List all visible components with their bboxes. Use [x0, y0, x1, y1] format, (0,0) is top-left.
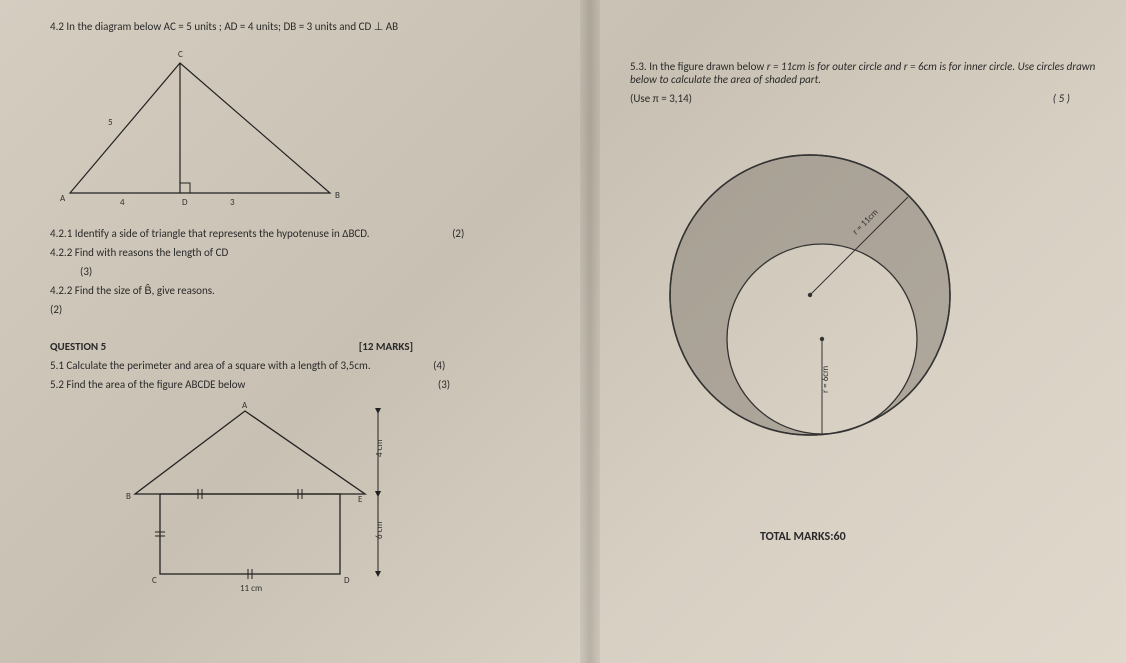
q421-text: 4.2.1 Identify a side of triangle that r… — [50, 227, 370, 240]
q53-text: 5.3. In the figure drawn below r = 11cm … — [630, 60, 1100, 86]
svg-text:A: A — [60, 193, 66, 204]
svg-text:3: 3 — [230, 197, 235, 208]
q422a: 4.2.2 Find with reasons the length of CD — [50, 246, 590, 259]
q5-marks: [12 MARKS] — [359, 340, 413, 353]
svg-text:4: 4 — [120, 197, 125, 208]
q53-marks: ( 5 ) — [1053, 92, 1070, 105]
q53-pi: (Use π = 3,14) — [630, 92, 692, 105]
svg-text:D: D — [182, 197, 188, 208]
q51-text: 5.1 Calculate the perimeter and area of … — [50, 359, 371, 372]
svg-text:A: A — [242, 400, 248, 411]
q421-marks: (2) — [452, 227, 464, 240]
svg-text:C: C — [152, 575, 157, 586]
q5-figure: A B C D E 11 cm 4 cm 6 cm — [100, 399, 590, 609]
q53-pi-row: (Use π = 3,14) ( 5 ) — [630, 92, 1100, 105]
q52-text: 5.2 Find the area of the figure ABCDE be… — [50, 378, 245, 391]
svg-text:6 cm: 6 cm — [374, 521, 385, 539]
q51: 5.1 Calculate the perimeter and area of … — [50, 359, 590, 372]
svg-text:r = 6cm: r = 6cm — [820, 366, 831, 393]
q52-marks: (3) — [438, 378, 450, 391]
svg-text:E: E — [358, 494, 363, 505]
q422b-marks: (2) — [50, 303, 590, 316]
svg-text:11 cm: 11 cm — [240, 583, 262, 594]
q42-triangle-figure: A B C D 5 4 3 — [60, 43, 590, 213]
q422a-marks: (3) — [80, 265, 590, 278]
svg-text:B: B — [126, 491, 131, 502]
svg-text:B: B — [335, 190, 340, 201]
q5-header-row: QUESTION 5 [12 MARKS] — [50, 340, 590, 353]
q53-circles-figure: r = 11cm r = 6cm — [660, 135, 1100, 475]
svg-text:C: C — [178, 49, 183, 60]
svg-text:D: D — [344, 575, 350, 586]
q421: 4.2.1 Identify a side of triangle that r… — [50, 227, 590, 240]
svg-text:5: 5 — [108, 117, 113, 128]
q5-header: QUESTION 5 — [50, 340, 106, 353]
q52: 5.2 Find the area of the figure ABCDE be… — [50, 378, 590, 391]
svg-text:4 cm: 4 cm — [374, 439, 385, 457]
total-marks: TOTAL MARKS:60 — [760, 530, 846, 544]
q53-lead: 5.3. In the figure drawn below — [630, 60, 767, 73]
q42-intro: 4.2 In the diagram below AC = 5 units ; … — [50, 20, 590, 33]
q422b: 4.2.2 Find the size of B̂, give reasons. — [50, 284, 590, 297]
q51-marks: (4) — [433, 359, 445, 372]
